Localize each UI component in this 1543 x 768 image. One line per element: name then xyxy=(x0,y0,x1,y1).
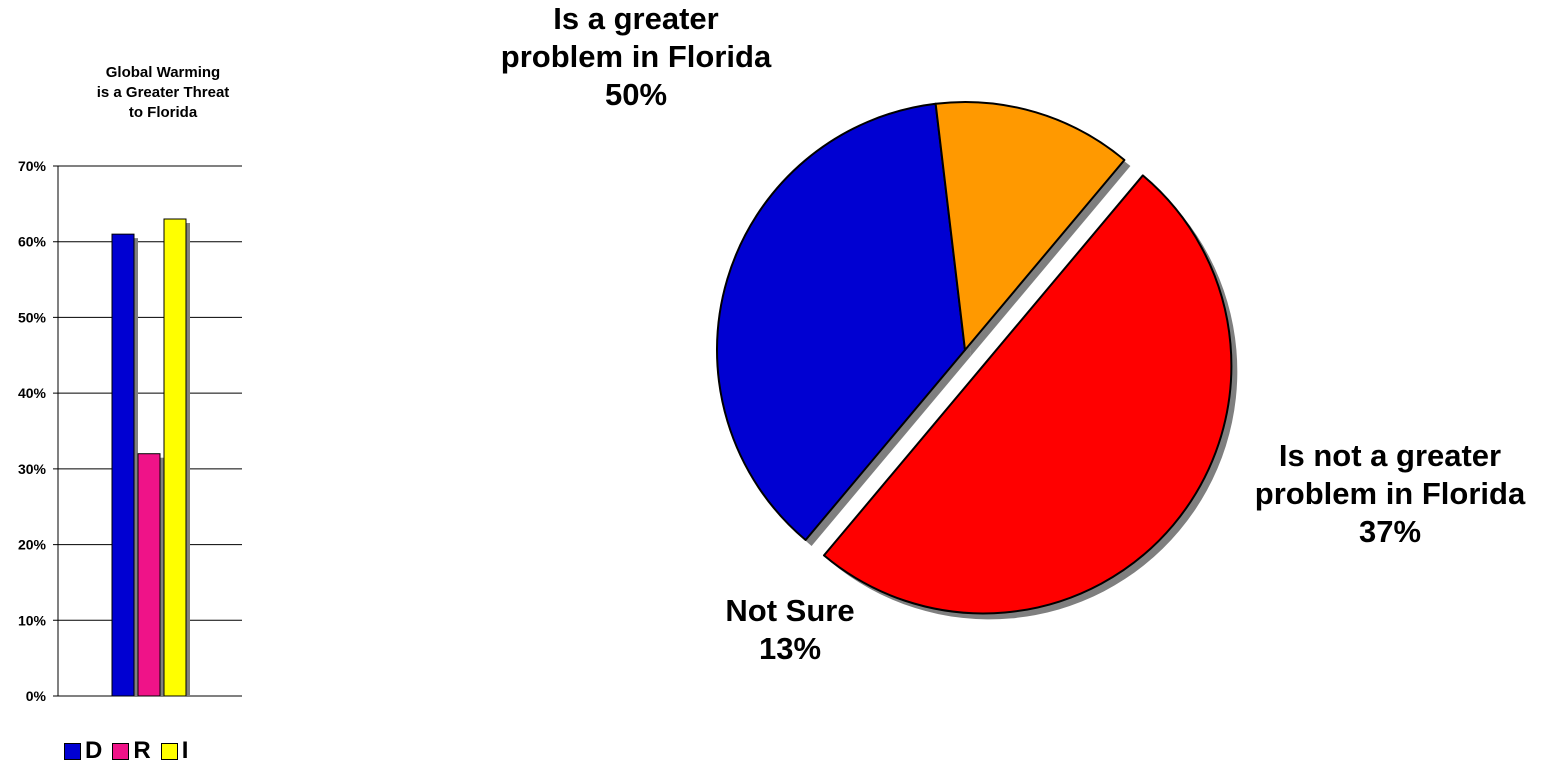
pie-label-not-sure: Not Sure 13% xyxy=(680,592,900,668)
pie-label-not-greater-line-2: problem in Florida xyxy=(1254,476,1526,511)
legend-label-d: D xyxy=(85,737,103,764)
y-tick-label: 40% xyxy=(18,385,47,401)
pie-label-greater-line-2: problem in Florida xyxy=(500,39,772,74)
bar-i xyxy=(163,218,187,697)
y-tick-label: 50% xyxy=(18,309,47,325)
pie-label-not-sure-value: 13% xyxy=(758,631,822,666)
pie-slice-not-greater-problem xyxy=(716,102,966,541)
pie-label-not-greater-value: 37% xyxy=(1358,514,1422,549)
legend-swatch-i xyxy=(160,742,178,760)
y-tick-label: 70% xyxy=(18,158,47,174)
bar-d xyxy=(111,233,135,697)
bar-title-line-2: is a Greater Threat xyxy=(96,84,230,101)
legend-label-i: I xyxy=(181,737,189,764)
bar-title-line-3: to Florida xyxy=(128,104,198,121)
legend-item-d: D xyxy=(64,737,102,765)
legend-item-i: I xyxy=(160,737,189,765)
bar-title-line-1: Global Warming xyxy=(105,64,221,81)
pie-slice-not-sure xyxy=(934,101,1126,351)
pie-label-greater-problem: Is a greater problem in Florida 50% xyxy=(436,0,836,114)
pie-slice-greater-problem xyxy=(822,174,1233,615)
bar-chart-title: Global Warming is a Greater Threat to Fl… xyxy=(48,63,278,123)
y-tick-label: 60% xyxy=(18,234,47,250)
y-tick-label: 30% xyxy=(18,461,47,477)
pie-label-not-greater-problem: Is not a greater problem in Florida 37% xyxy=(1195,437,1543,551)
pie-label-not-sure-line-1: Not Sure xyxy=(725,593,855,628)
pie-label-greater-value: 50% xyxy=(604,77,668,112)
pie-label-greater-line-1: Is a greater xyxy=(553,1,719,36)
bar-r xyxy=(137,453,161,697)
legend-label-r: R xyxy=(133,737,151,764)
legend-item-r: R xyxy=(112,737,151,765)
pie-label-not-greater-line-1: Is not a greater xyxy=(1278,438,1502,473)
y-tick-label: 10% xyxy=(18,612,47,628)
bar-legend: D R I xyxy=(64,736,198,766)
bar-chart: 0% 10% 20% 30% 40% 50% 60% 70% xyxy=(18,158,242,704)
y-tick-label: 0% xyxy=(26,688,47,704)
legend-swatch-r xyxy=(112,742,130,760)
legend-swatch-d xyxy=(64,742,81,760)
y-tick-label: 20% xyxy=(18,537,47,553)
